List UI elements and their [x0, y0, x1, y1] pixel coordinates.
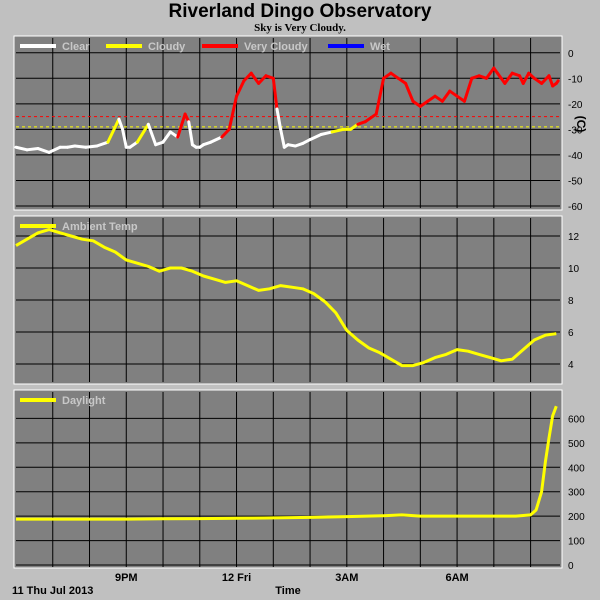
sky-temp-segment — [220, 127, 231, 139]
y-tick-label: 4 — [568, 360, 574, 371]
sky-temp-segment — [146, 122, 158, 147]
sky-temp-segment — [14, 145, 29, 152]
sky-y-unit: (C) — [574, 116, 588, 133]
legend-label: Daylight — [62, 395, 106, 407]
sky-temp-segment — [176, 112, 187, 139]
x-tick-label: 6AM — [445, 572, 468, 584]
y-tick-label: 100 — [568, 537, 585, 548]
y-tick-label: -40 — [568, 151, 583, 162]
y-tick-label: 8 — [568, 296, 574, 307]
sky-temp-segment — [374, 76, 386, 116]
sky-temp-segment — [484, 66, 496, 80]
chart-title: Riverland Dingo Observatory — [168, 1, 432, 22]
x-tick-labels: 9PM 12 Fri 3AM 6AM — [115, 572, 469, 584]
sky-temp-segment — [554, 79, 560, 85]
y-tick-label: 6 — [568, 328, 574, 339]
sky-temp-segment — [330, 127, 345, 134]
sky-temp-segment — [249, 71, 261, 85]
y-tick-label: 200 — [568, 512, 585, 523]
sky-temp-segment — [496, 71, 507, 85]
sky-temp-segment — [242, 71, 253, 83]
y-tick-labels: 0 -10 -20 -30 -40 -50 -60 4 6 8 10 12 0 100 200 300 400 5… — [568, 49, 585, 572]
legend-label: Very Cloudy — [244, 41, 308, 53]
temp-line — [15, 228, 557, 368]
daylight-line — [16, 405, 558, 521]
sky-status-subtitle: Sky is Very Cloudy. — [254, 22, 346, 34]
sky-temp-segment — [404, 81, 415, 103]
series-lines — [14, 66, 560, 521]
y-tick-label: -50 — [568, 176, 583, 187]
x-tick-label: 9PM — [115, 572, 138, 584]
y-tick-label: 300 — [568, 488, 585, 499]
legend-label: Wet — [370, 41, 390, 53]
sky-temp-segment — [161, 130, 172, 144]
sky-temp-segment — [117, 117, 125, 131]
y-tick-label: 0 — [568, 561, 574, 572]
legend-label: Clear — [62, 41, 90, 53]
y-tick-label: 0 — [568, 49, 574, 60]
x-tick-label: 3AM — [335, 572, 358, 584]
sky-temp-segment — [95, 140, 110, 148]
sky-temp-segment — [187, 120, 194, 147]
sky-temp-segment — [521, 71, 531, 85]
y-tick-label: -20 — [568, 100, 583, 111]
y-tick-label: -60 — [568, 202, 583, 213]
y-tick-label: 500 — [568, 439, 585, 450]
sky-temp-segment — [209, 135, 224, 144]
legend-label: Cloudy — [148, 41, 186, 53]
sky-temp-segment — [319, 130, 334, 136]
y-tick-label: -10 — [568, 74, 583, 85]
threshold-lines — [16, 116, 560, 128]
sky-temp-segment — [235, 79, 246, 98]
sky-temp-segment — [440, 89, 452, 103]
y-tick-label: -30 — [568, 125, 583, 136]
sky-temp-segment — [227, 94, 239, 131]
sky-temp-segment — [275, 107, 283, 131]
sky-temp-segment — [121, 127, 128, 149]
sky-panel — [13, 35, 563, 211]
sky-temp-segment — [271, 76, 279, 111]
daylight-panel — [13, 389, 563, 569]
sky-temp-segment — [257, 74, 268, 85]
sky-temp-segment — [84, 144, 99, 149]
grid-lines — [16, 38, 560, 567]
sky-temp-segment — [462, 76, 474, 103]
y-tick-label: 10 — [568, 264, 580, 275]
sky-temp-segment — [540, 74, 551, 85]
sky-temp-segment — [279, 127, 286, 149]
sky-temp-segment — [36, 147, 51, 154]
sky-temp-segment — [547, 74, 555, 88]
sky-temp-segment — [25, 147, 40, 152]
legend-label: Ambient Temp — [62, 221, 138, 233]
date-label: 11 Thu Jul 2013 — [12, 585, 93, 597]
sky-temp-segment — [503, 71, 514, 85]
sky-temp-segment — [106, 117, 121, 144]
sky-temp-segment — [47, 145, 62, 154]
y-tick-label: 600 — [568, 414, 585, 425]
legends: Clear Cloudy Very Cloudy Wet Ambient Temp Day… — [20, 41, 390, 407]
y-tick-label: 12 — [568, 232, 580, 243]
sky-temp-segment — [363, 112, 378, 124]
x-tick-label: 12 Fri — [222, 572, 251, 584]
y-tick-label: 400 — [568, 463, 585, 474]
sky-temp-segment — [73, 144, 88, 149]
x-axis-label: Time — [275, 585, 300, 597]
sky-temp-segment — [308, 132, 323, 142]
sky-temp-segment — [135, 122, 150, 144]
